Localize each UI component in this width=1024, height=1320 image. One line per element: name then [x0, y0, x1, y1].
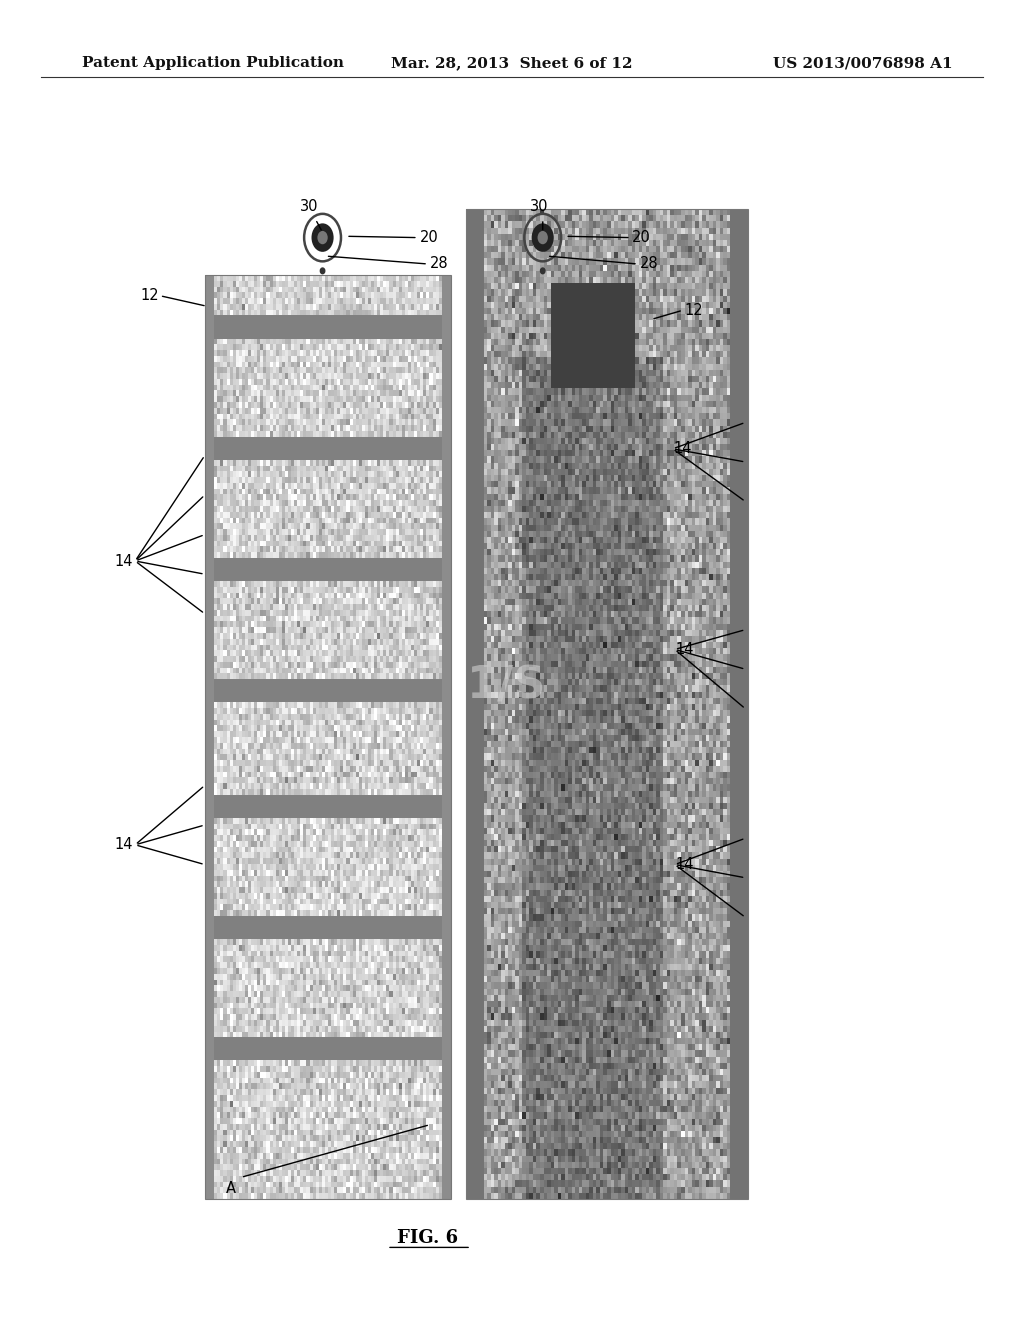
- Text: 14: 14: [676, 857, 694, 873]
- Circle shape: [311, 223, 334, 252]
- Text: 14: 14: [676, 642, 694, 657]
- Text: Patent Application Publication: Patent Application Publication: [82, 57, 344, 70]
- Text: 12: 12: [140, 288, 159, 304]
- Text: 14: 14: [674, 441, 692, 457]
- Circle shape: [531, 223, 554, 252]
- Text: A: A: [225, 1181, 236, 1196]
- Text: 20: 20: [632, 230, 650, 246]
- Text: 1/S: 1/S: [467, 665, 547, 708]
- Circle shape: [538, 231, 548, 244]
- Text: US 2013/0076898 A1: US 2013/0076898 A1: [773, 57, 952, 70]
- Bar: [466, 209, 748, 1199]
- Circle shape: [317, 231, 328, 244]
- Text: 14: 14: [115, 553, 133, 569]
- Bar: [205, 275, 451, 1199]
- Text: 28: 28: [640, 256, 658, 272]
- Text: 14: 14: [115, 837, 133, 853]
- Circle shape: [321, 268, 325, 273]
- Text: 30: 30: [300, 199, 318, 214]
- Text: 12: 12: [684, 302, 702, 318]
- Text: FIG. 6: FIG. 6: [397, 1229, 459, 1247]
- Text: Mar. 28, 2013  Sheet 6 of 12: Mar. 28, 2013 Sheet 6 of 12: [391, 57, 633, 70]
- Text: 20: 20: [420, 230, 438, 246]
- Text: 28: 28: [430, 256, 449, 272]
- Text: 30: 30: [530, 199, 549, 214]
- Circle shape: [541, 268, 545, 273]
